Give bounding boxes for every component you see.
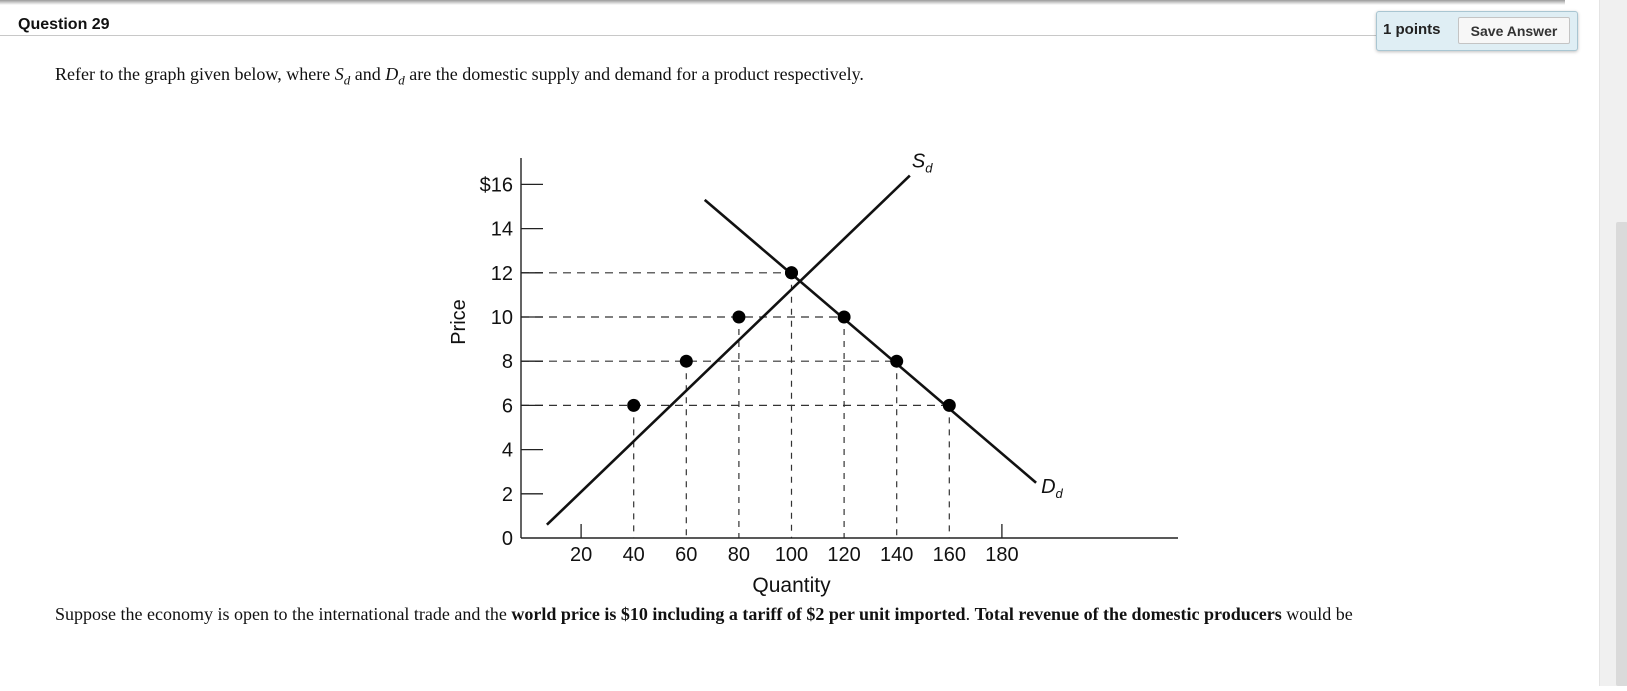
x-tick-label: 80: [728, 544, 750, 566]
question-header: Question 29: [0, 5, 1560, 36]
y-tick-label: 14: [491, 219, 513, 241]
data-point: [785, 266, 798, 280]
y-axis-title: Price: [448, 299, 470, 345]
followup-bold-1: world price is $10 including a tariff of…: [511, 604, 966, 624]
y-tick-label: 0: [502, 528, 513, 550]
y-tick-label: 2: [502, 484, 513, 506]
prompt-before: Refer to the graph given below, where: [55, 64, 335, 84]
data-point: [627, 398, 641, 412]
data-point: [942, 398, 956, 412]
series-label-Sd: Sd: [912, 151, 933, 176]
x-tick-label: 160: [933, 544, 966, 566]
x-tick-label: 100: [775, 544, 808, 566]
save-answer-button[interactable]: Save Answer: [1458, 17, 1570, 44]
followup-part-2: .: [965, 604, 975, 624]
x-tick-label: 40: [623, 544, 645, 566]
y-tick-label: 4: [502, 440, 513, 462]
x-tick-label: 140: [880, 544, 913, 566]
question-prompt: Refer to the graph given below, where Sd…: [55, 64, 864, 89]
series-line-Dd: [703, 198, 1037, 484]
data-point: [785, 266, 798, 280]
question-followup: Suppose the economy is open to the inter…: [55, 604, 1353, 625]
x-tick-label: 20: [570, 544, 592, 566]
data-point: [732, 310, 746, 324]
y-tick-label: 6: [502, 395, 513, 417]
x-axis-title: Quantity: [752, 574, 831, 597]
y-tick-label: $16: [480, 174, 513, 196]
series-line-Sd: [546, 174, 911, 526]
points-panel: 1 points Save Answer: [1376, 11, 1578, 51]
x-tick-label: 120: [827, 544, 860, 566]
followup-part-3: would be: [1281, 604, 1353, 624]
page-scrollbar[interactable]: [1599, 0, 1627, 686]
prompt-mid: and: [350, 64, 386, 84]
x-tick-label: 180: [985, 544, 1018, 566]
followup-part-1: Suppose the economy is open to the inter…: [55, 604, 512, 624]
x-tick-label: 60: [675, 544, 697, 566]
y-tick-label: 10: [491, 307, 513, 329]
window-top-shadow: [0, 0, 1565, 5]
demand-symbol: Dd: [385, 64, 405, 88]
points-label: 1 points: [1383, 21, 1441, 38]
question-title: Question 29: [18, 16, 110, 33]
series-label-Dd: Dd: [1041, 476, 1063, 501]
supply-symbol: Sd: [334, 64, 351, 88]
data-point: [890, 354, 904, 368]
prompt-after: are the domestic supply and demand for a…: [404, 64, 864, 84]
data-point: [837, 310, 851, 324]
followup-bold-2: Total revenue of the domestic producers: [974, 604, 1282, 624]
y-tick-label: 8: [502, 351, 513, 373]
y-tick-label: 12: [491, 263, 513, 285]
scrollbar-thumb[interactable]: [1616, 222, 1627, 686]
data-point: [679, 354, 693, 368]
